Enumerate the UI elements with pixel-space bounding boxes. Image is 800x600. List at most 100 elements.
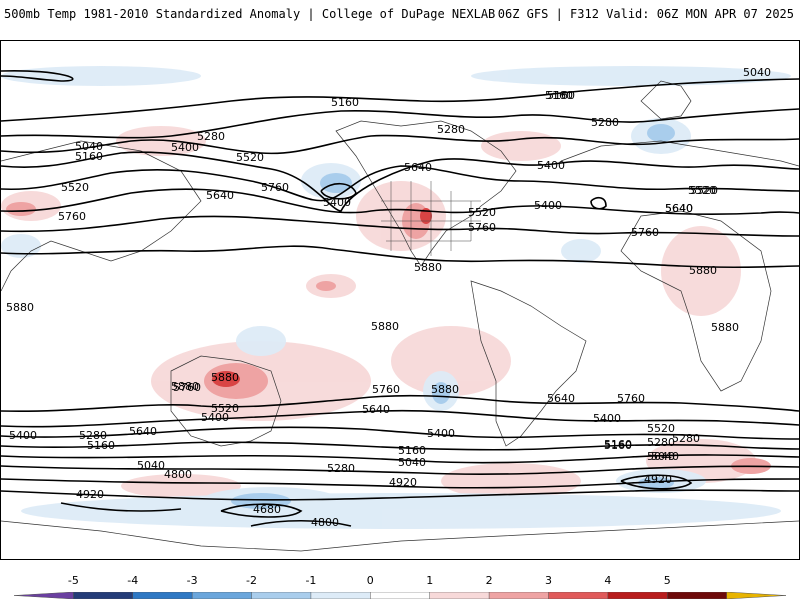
colorbar-labels: -5 -4 -3 -2 -1 0 1 2 3 4 5 — [0, 574, 800, 588]
contour-label: 5160 — [75, 150, 103, 163]
colorbar-tick-label: 2 — [485, 574, 493, 587]
contour-label: 4680 — [253, 503, 281, 516]
contour-label: 5280 — [327, 462, 355, 475]
contour-label: 5760 — [261, 181, 289, 194]
model-run-label: 06Z GFS | F312 Valid: 06Z MON APR 07 202… — [497, 7, 794, 21]
contour-label: 5520 — [236, 151, 264, 164]
colorbar-arrow-low — [14, 592, 74, 599]
colorbar-segment — [488, 592, 550, 599]
colorbar-tick-label: 4 — [604, 574, 612, 587]
contour-label: 5160 — [87, 439, 115, 452]
contour-label: 5880 — [171, 380, 199, 393]
contour-label: 5880 — [414, 261, 442, 274]
colorbar-segment — [251, 592, 312, 599]
contour-label: 5400 — [171, 141, 199, 154]
contour-label: 5040 — [743, 66, 771, 79]
colorbar-arrow-high — [726, 592, 786, 599]
contour-label: 5160 — [604, 439, 632, 452]
contour-label: 5640 — [547, 392, 575, 405]
contour-label: 5040 — [647, 450, 675, 463]
contour-label: 5160 — [545, 89, 573, 102]
colorbar-tick-label: -5 — [67, 574, 79, 587]
colorbar-tick-label: -4 — [127, 574, 139, 587]
contour-label: 5280 — [197, 130, 225, 143]
contour-label: 5640 — [404, 161, 432, 174]
colorbar-tick-label: 5 — [663, 574, 671, 587]
contour-label: 4920 — [389, 476, 417, 489]
contour-label: 5880 — [211, 371, 239, 384]
us-state-lines — [381, 181, 481, 256]
contour-label: 5760 — [372, 383, 400, 396]
contour-label: 5400 — [323, 196, 351, 209]
contour-label: 5520 — [211, 402, 239, 415]
colorbar-tick-label: 0 — [366, 574, 374, 587]
colorbar-segment — [73, 592, 134, 599]
contour-label: 5640 — [665, 202, 693, 215]
contour-label: 5880 — [689, 264, 717, 277]
contour-label: 5040 — [137, 459, 165, 472]
contour-label: 5400 — [427, 427, 455, 440]
colorbar — [14, 592, 786, 599]
chart-title: 500mb Temp 1981-2010 Standardized Anomal… — [4, 7, 496, 21]
contour-label: 5880 — [371, 320, 399, 333]
warm-anomaly-shading — [1, 126, 756, 499]
contour-label: 5400 — [534, 199, 562, 212]
contour-label: 5520 — [690, 184, 718, 197]
contour-label: 5760 — [631, 226, 659, 239]
colorbar-segment — [370, 592, 431, 599]
contour-label: 5280 — [672, 432, 700, 445]
anomaly-map: 5040 5160 5160 5280 5040 5160 5400 5520 … — [0, 40, 800, 560]
colorbar-segment — [666, 592, 728, 599]
contour-label: 5880 — [6, 301, 34, 314]
contour-label: 5880 — [711, 321, 739, 334]
contour-label: 5040 — [75, 140, 103, 153]
coastlines — [1, 80, 799, 552]
contour-label: 5520 — [61, 181, 89, 194]
contour-label: 5640 — [362, 403, 390, 416]
contour-label: 5640 — [206, 189, 234, 202]
colorbar-segment — [191, 592, 253, 599]
contour-label: 5160 — [604, 438, 632, 451]
contour-label: 5760 — [617, 392, 645, 405]
colorbar-tick-label: -2 — [246, 574, 258, 587]
height-contours — [1, 69, 799, 527]
colorbar-segment — [310, 592, 372, 599]
contour-label: 5160 — [398, 444, 426, 457]
cool-anomaly-shading — [1, 66, 791, 529]
contour-labels: 5040 5160 5160 5280 5040 5160 5400 5520 … — [6, 66, 771, 529]
contour-label: 5520 — [468, 206, 496, 219]
colorbar-tick-label: 1 — [426, 574, 434, 587]
contour-label: 5160 — [331, 96, 359, 109]
contour-label: 5400 — [9, 429, 37, 442]
contour-label: 5520 — [688, 184, 716, 197]
contour-label: 4920 — [644, 473, 672, 486]
contour-label: 5040 — [398, 456, 426, 469]
contour-label: 5520 — [647, 422, 675, 435]
contour-label: 4920 — [76, 488, 104, 501]
contour-label: 5400 — [593, 412, 621, 425]
contour-label: 5280 — [79, 429, 107, 442]
contour-label: 5040 — [651, 450, 679, 463]
contour-label: 5160 — [547, 89, 575, 102]
colorbar-segment — [429, 592, 490, 599]
colorbar-segment — [548, 592, 609, 599]
colorbar-tick-label: -3 — [186, 574, 198, 587]
colorbar-tick-label: -1 — [305, 574, 317, 587]
contour-label: 4800 — [311, 516, 339, 529]
colorbar-segment — [607, 592, 668, 599]
contour-label: 5280 — [437, 123, 465, 136]
contour-label: 5760 — [468, 221, 496, 234]
contour-label: 5280 — [591, 116, 619, 129]
contour-label: 5640 — [665, 202, 693, 215]
contour-label: 5400 — [537, 159, 565, 172]
contour-label: 4800 — [164, 468, 192, 481]
contour-label: 5760 — [58, 210, 86, 223]
colorbar-segment — [132, 592, 193, 599]
contour-label: 5280 — [647, 436, 675, 449]
contour-label: 5760 — [173, 381, 201, 394]
contour-label: 5400 — [201, 411, 229, 424]
colorbar-tick-label: 3 — [544, 574, 552, 587]
map-canvas: 5040 5160 5160 5280 5040 5160 5400 5520 … — [1, 66, 799, 552]
contour-label: 5640 — [129, 425, 157, 438]
contour-label: 5880 — [431, 383, 459, 396]
